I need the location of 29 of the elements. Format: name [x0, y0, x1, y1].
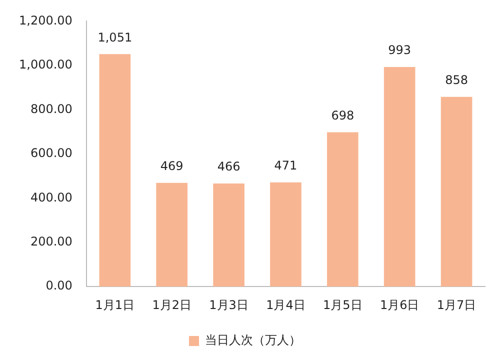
data-label: 469	[160, 159, 184, 173]
bar	[384, 66, 416, 287]
legend-label: 当日人次（万人）	[205, 333, 301, 348]
y-tick-label: 1,200.00	[19, 13, 72, 28]
y-tick-label: 1,000.00	[19, 58, 72, 72]
y-tick-label: 800.00	[30, 102, 72, 116]
x-tick-label: 1月3日	[209, 298, 248, 312]
bar	[156, 182, 188, 287]
x-tick-label: 1月7日	[436, 298, 476, 312]
bar	[99, 54, 131, 287]
data-label: 858	[445, 72, 468, 87]
data-label: 471	[274, 158, 298, 173]
y-tick-label: 400.00	[30, 190, 72, 204]
x-tick-label: 1月6日	[380, 298, 420, 312]
data-label: 993	[388, 43, 412, 58]
bar	[327, 132, 358, 287]
x-tick-label: 1月4日	[266, 298, 306, 312]
y-tick-label: 200.00	[30, 234, 72, 248]
bar	[213, 184, 244, 287]
data-label: 1,051	[98, 30, 132, 44]
data-label: 698	[331, 108, 354, 122]
x-tick-label: 1月5日	[323, 298, 362, 312]
x-tick-label: 1月2日	[152, 298, 192, 312]
y-tick-label: 600.00	[30, 146, 72, 160]
y-tick-label: 0.00	[46, 278, 72, 293]
x-tick-label: 1月1日	[95, 298, 135, 312]
bar	[440, 96, 472, 287]
data-label: 466	[217, 160, 240, 174]
bar	[270, 182, 302, 287]
